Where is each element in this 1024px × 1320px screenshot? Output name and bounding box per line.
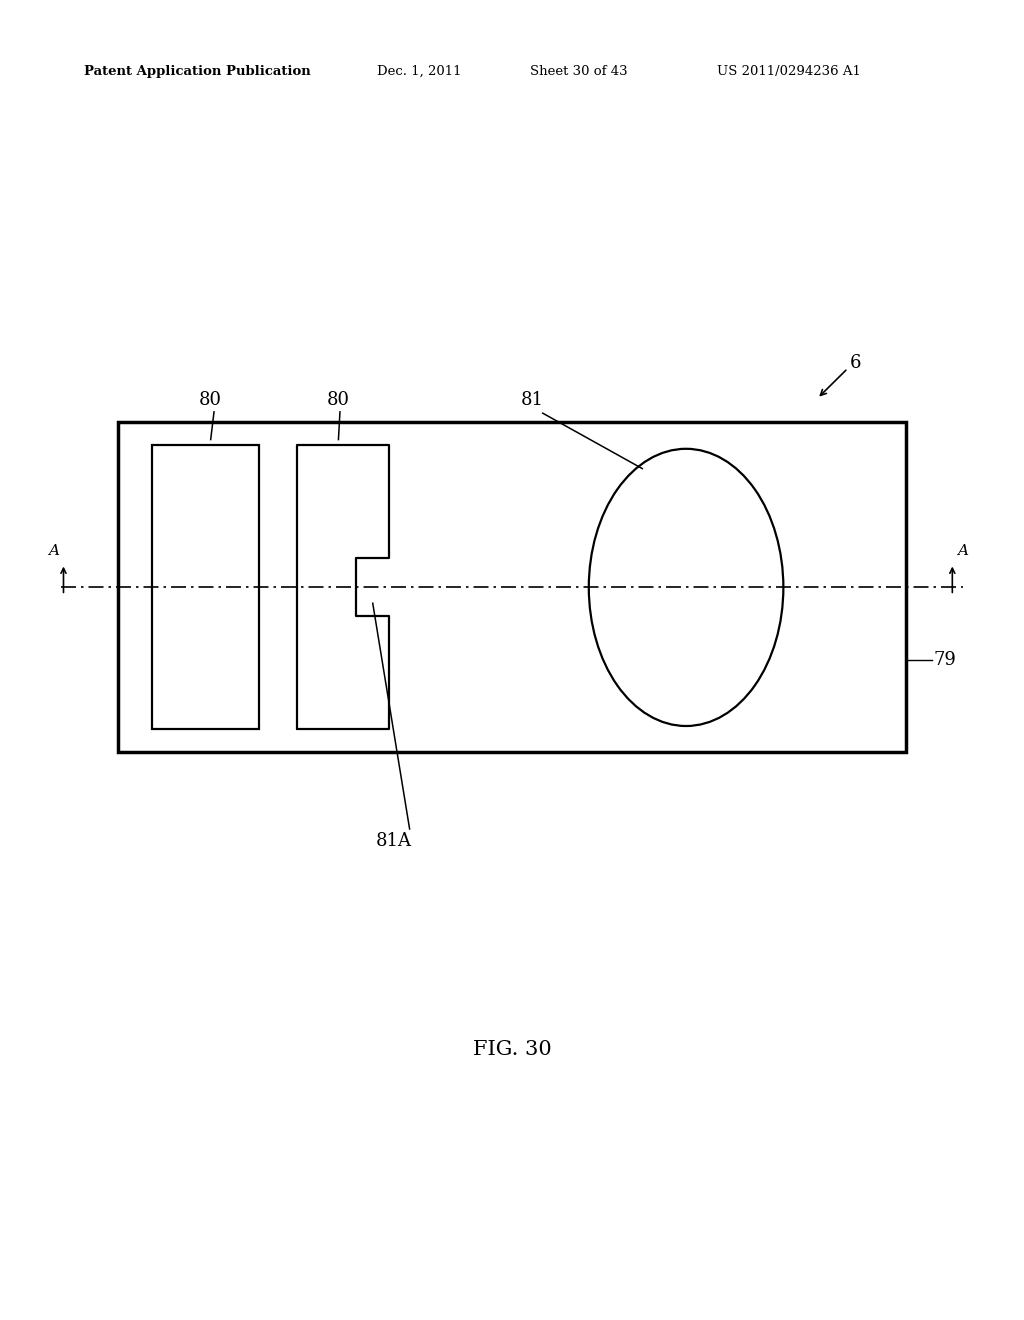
Text: 79: 79 [934,651,956,669]
Text: 81: 81 [521,391,544,409]
Text: A: A [957,544,968,558]
Bar [118,422,906,752]
Text: Dec. 1, 2011: Dec. 1, 2011 [377,65,462,78]
Text: US 2011/0294236 A1: US 2011/0294236 A1 [717,65,861,78]
Bar [152,445,259,729]
Text: FIG. 30: FIG. 30 [473,1040,551,1059]
Text: A: A [48,544,58,558]
Text: Patent Application Publication: Patent Application Publication [84,65,310,78]
Text: 80: 80 [199,391,221,409]
Text: 80: 80 [327,391,349,409]
Text: Sheet 30 of 43: Sheet 30 of 43 [530,65,628,78]
Text: 6: 6 [850,354,861,372]
Text: 81A: 81A [376,832,413,850]
